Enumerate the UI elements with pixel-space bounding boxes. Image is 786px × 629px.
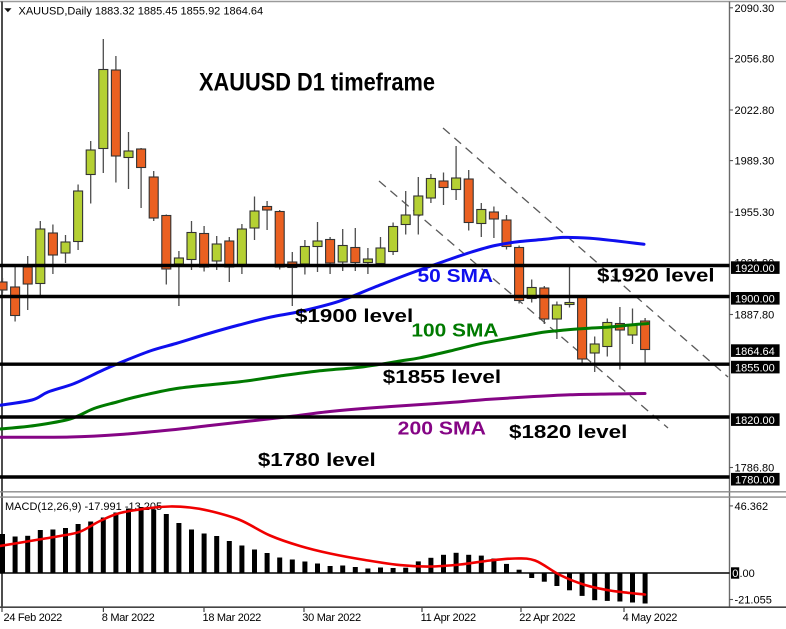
svg-text:24 Feb 2022: 24 Feb 2022	[4, 612, 63, 624]
svg-text:30 Mar 2022: 30 Mar 2022	[302, 612, 361, 624]
svg-text:4 May 2022: 4 May 2022	[623, 612, 678, 624]
svg-text:1855.00: 1855.00	[735, 362, 775, 374]
svg-text:200 SMA: 200 SMA	[398, 419, 486, 439]
svg-text:$1820 level: $1820 level	[509, 422, 627, 442]
svg-text:1887.80: 1887.80	[735, 310, 775, 322]
svg-text:1820.00: 1820.00	[735, 415, 775, 427]
svg-text:$1855 level: $1855 level	[383, 367, 501, 387]
svg-text:1786.80: 1786.80	[735, 463, 775, 475]
svg-text:$1900 level: $1900 level	[295, 306, 413, 326]
svg-text:XAUUSD,Daily 1883.32 1885.45: XAUUSD,Daily 1883.32 1885.45 1855.92 186…	[19, 6, 264, 18]
svg-text:22 Apr 2022: 22 Apr 2022	[519, 612, 575, 624]
svg-text:MACD(12,26,9) -17.991 -13.205: MACD(12,26,9) -17.991 -13.205	[5, 501, 162, 513]
svg-text:100 SMA: 100 SMA	[411, 320, 498, 340]
svg-text:1780.00: 1780.00	[735, 474, 775, 486]
svg-text:1920.00: 1920.00	[735, 263, 775, 275]
svg-text:2022.80: 2022.80	[735, 105, 775, 117]
svg-text:XAUUSD D1 timeframe: XAUUSD D1 timeframe	[199, 69, 435, 96]
svg-text:2090.30: 2090.30	[735, 3, 775, 15]
svg-text:1989.30: 1989.30	[735, 156, 775, 168]
svg-text:-21.055: -21.055	[735, 595, 772, 607]
svg-text:$1920 level: $1920 level	[597, 265, 715, 285]
svg-text:8 Mar 2022: 8 Mar 2022	[102, 612, 155, 624]
svg-text:$1780 level: $1780 level	[258, 450, 376, 470]
svg-text:2056.80: 2056.80	[735, 54, 775, 66]
svg-text:0: 0	[732, 568, 738, 580]
svg-text:1955.30: 1955.30	[735, 207, 775, 219]
svg-text:1864.64: 1864.64	[735, 346, 775, 358]
svg-text:50 SMA: 50 SMA	[418, 266, 494, 286]
svg-text:18 Mar 2022: 18 Mar 2022	[203, 612, 262, 624]
svg-text:46.362: 46.362	[735, 501, 769, 513]
svg-text:.00: .00	[740, 568, 755, 580]
svg-text:11 Apr 2022: 11 Apr 2022	[421, 612, 476, 624]
svg-text:1900.00: 1900.00	[735, 294, 775, 306]
